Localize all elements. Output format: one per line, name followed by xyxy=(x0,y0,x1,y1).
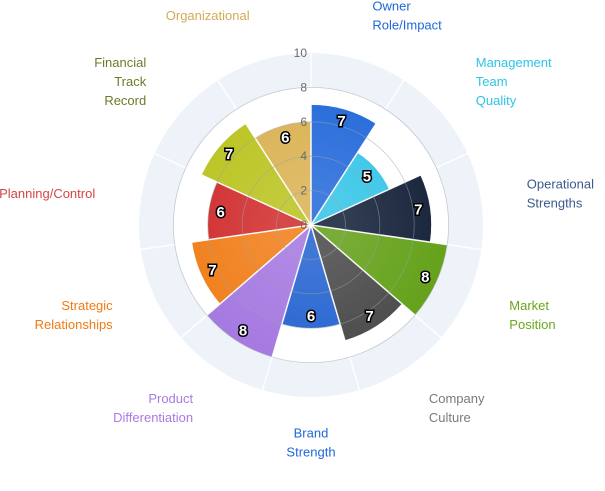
category-label-organizational: Organizational xyxy=(166,8,250,23)
slice-value-labels: 7 5 7 8 7 6 8 7 6 7 6 xyxy=(207,111,431,341)
value-label: 6 xyxy=(307,308,315,325)
tick-label: 6 xyxy=(300,115,307,129)
spoke-line xyxy=(261,224,312,391)
value-label: 7 xyxy=(414,202,422,219)
category-label-owner-role-impact: Owner Role/Impact xyxy=(372,0,442,32)
category-label-financial-track-record: Financial Track Record xyxy=(94,55,147,108)
category-labels: Owner Role/Impact Management Team Quality Ope… xyxy=(0,0,594,460)
category-label-market-position: Market Position xyxy=(509,298,555,332)
category-label-product-differentiation: Product Differentiation xyxy=(113,391,193,425)
grid-ring xyxy=(241,155,381,295)
category-label-strategic-relationships: Strategic Relationships xyxy=(35,298,114,332)
category-label-operational-strengths: Operational Strengths xyxy=(527,176,594,210)
spoke-line xyxy=(310,224,482,251)
spoke-line xyxy=(180,224,312,339)
spoke-line xyxy=(310,224,442,339)
tick-label: 10 xyxy=(294,46,308,60)
spoke-line xyxy=(140,224,312,251)
value-label: 7 xyxy=(365,308,373,325)
chart-gridlines xyxy=(140,53,482,391)
spoke-line xyxy=(310,79,405,226)
category-label-company-culture: Company Culture xyxy=(429,391,485,425)
grid-ring xyxy=(207,121,415,329)
value-label: 6 xyxy=(217,204,225,221)
tick-label: 0 xyxy=(300,218,307,232)
value-label: 8 xyxy=(239,323,247,340)
tick-label: 8 xyxy=(300,80,307,94)
spoke-line xyxy=(310,152,468,226)
value-label: 7 xyxy=(208,262,216,279)
tick-label: 4 xyxy=(300,149,307,163)
value-label: 8 xyxy=(421,269,429,286)
spoke-line xyxy=(310,224,361,391)
radial-tick-labels: 0 2 4 6 8 10 xyxy=(294,46,308,232)
category-label-brand-strength: Brand Strength xyxy=(286,426,335,460)
grid-ring xyxy=(172,86,450,364)
category-label-planning-control: Planning/Control xyxy=(0,186,95,201)
value-label: 5 xyxy=(363,169,371,186)
value-label: 7 xyxy=(337,113,345,130)
spoke-line xyxy=(154,152,312,226)
value-label: 6 xyxy=(281,129,289,146)
spoke-line xyxy=(217,79,312,226)
value-label: 7 xyxy=(225,146,233,163)
category-label-management-team-quality: Management Team Quality xyxy=(476,55,552,108)
tick-label: 2 xyxy=(300,184,307,198)
grid-ring xyxy=(276,190,346,260)
